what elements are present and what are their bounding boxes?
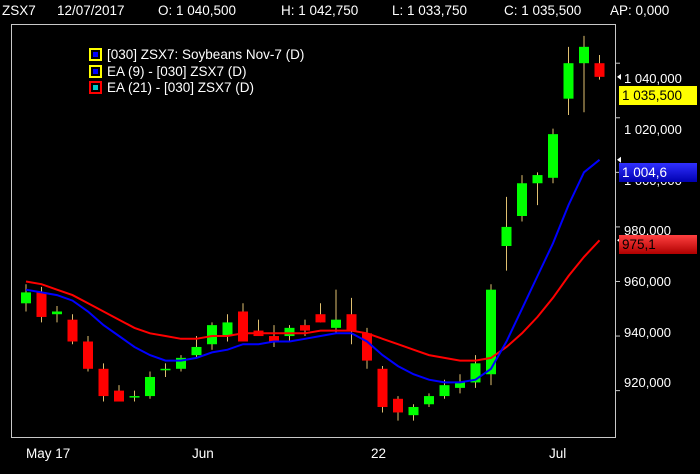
x-tick-label: 22 [371, 446, 387, 461]
candle-down [238, 311, 248, 342]
candle-up [548, 134, 558, 178]
candle-up [532, 175, 543, 184]
candle-up [455, 382, 465, 388]
open-value: O: 1 040,500 [158, 3, 237, 18]
candle-down [594, 63, 605, 77]
low-value: L: 1 033,750 [392, 3, 468, 18]
candle-up [160, 368, 171, 371]
candle-up [563, 63, 574, 99]
legend-item-price: [030] ZSX7: Soybeans Nov-7 (D) [89, 47, 304, 62]
x-tick-label: Jun [192, 446, 214, 461]
y-tick-label: 940,000 [624, 325, 671, 340]
candle-up [191, 346, 202, 356]
candle-down [315, 314, 326, 323]
candle-up [517, 183, 527, 216]
candle-down [346, 314, 357, 331]
candle-down [114, 390, 124, 402]
candle-up [207, 325, 217, 345]
legend-item-ema21: EA (21) - [030] ZSX7 (D) [89, 80, 254, 95]
legend-label: EA (9) - [030] ZSX7 (D) [107, 64, 247, 79]
quote-info-bar: ZSX7 12/07/2017 O: 1 040,500 H: 1 042,75… [0, 0, 700, 22]
y-tick-label: 980,000 [624, 223, 671, 238]
x-tick-label: May 17 [26, 446, 71, 461]
legend-swatch [89, 80, 102, 94]
ema21-value-tag: 975,1 [619, 235, 697, 254]
candle-down [36, 292, 47, 317]
candle-up [52, 311, 62, 315]
candle-up [579, 46, 589, 64]
y-tick-label: 1 040,000 [624, 71, 682, 86]
candle-up [222, 322, 233, 337]
symbol-label: ZSX7 [2, 3, 36, 18]
last-price-tag: 1 035,500 [619, 86, 697, 105]
candle-up [21, 292, 31, 304]
y-tick-label: 960,000 [624, 274, 671, 289]
ema9-line [25, 159, 601, 384]
ema9-value-tag: 1 004,6 [619, 163, 697, 182]
chart-plot-area[interactable] [11, 24, 616, 438]
candle-down [67, 319, 78, 342]
candle-up [176, 357, 186, 369]
candle-up [145, 376, 155, 397]
candle-down [362, 333, 372, 361]
candle-down [377, 368, 388, 407]
legend-item-ema9: EA (9) - [030] ZSX7 (D) [89, 64, 247, 79]
candle-up [424, 396, 434, 405]
legend-swatch [89, 47, 102, 61]
date-label: 12/07/2017 [57, 3, 125, 18]
candle-down [393, 398, 403, 413]
legend-swatch [89, 64, 102, 78]
x-tick-label: Jul [549, 446, 567, 461]
ap-value: AP: 0,000 [610, 3, 670, 18]
candle-up [408, 406, 419, 416]
y-tick-label: 920,000 [624, 375, 671, 390]
ema21-line [25, 239, 601, 362]
candle-up [129, 396, 140, 398]
close-value: C: 1 035,500 [504, 3, 582, 18]
legend-label: EA (21) - [030] ZSX7 (D) [107, 80, 255, 95]
candle-up [331, 319, 341, 328]
candle-down [300, 325, 310, 331]
candle-down [98, 368, 109, 397]
candle-up [501, 226, 512, 247]
candle-down [269, 336, 279, 342]
candle-down [83, 341, 93, 369]
ema9-arrow [617, 156, 621, 163]
candle-up [486, 289, 496, 375]
last-price-arrow [617, 73, 621, 80]
candle-up [470, 363, 481, 383]
y-tick-label: 1 020,000 [624, 122, 682, 137]
legend-label: [030] ZSX7: Soybeans Nov-7 (D) [107, 47, 305, 62]
candle-up [439, 385, 450, 397]
candle-up [284, 327, 295, 337]
high-value: H: 1 042,750 [281, 3, 359, 18]
